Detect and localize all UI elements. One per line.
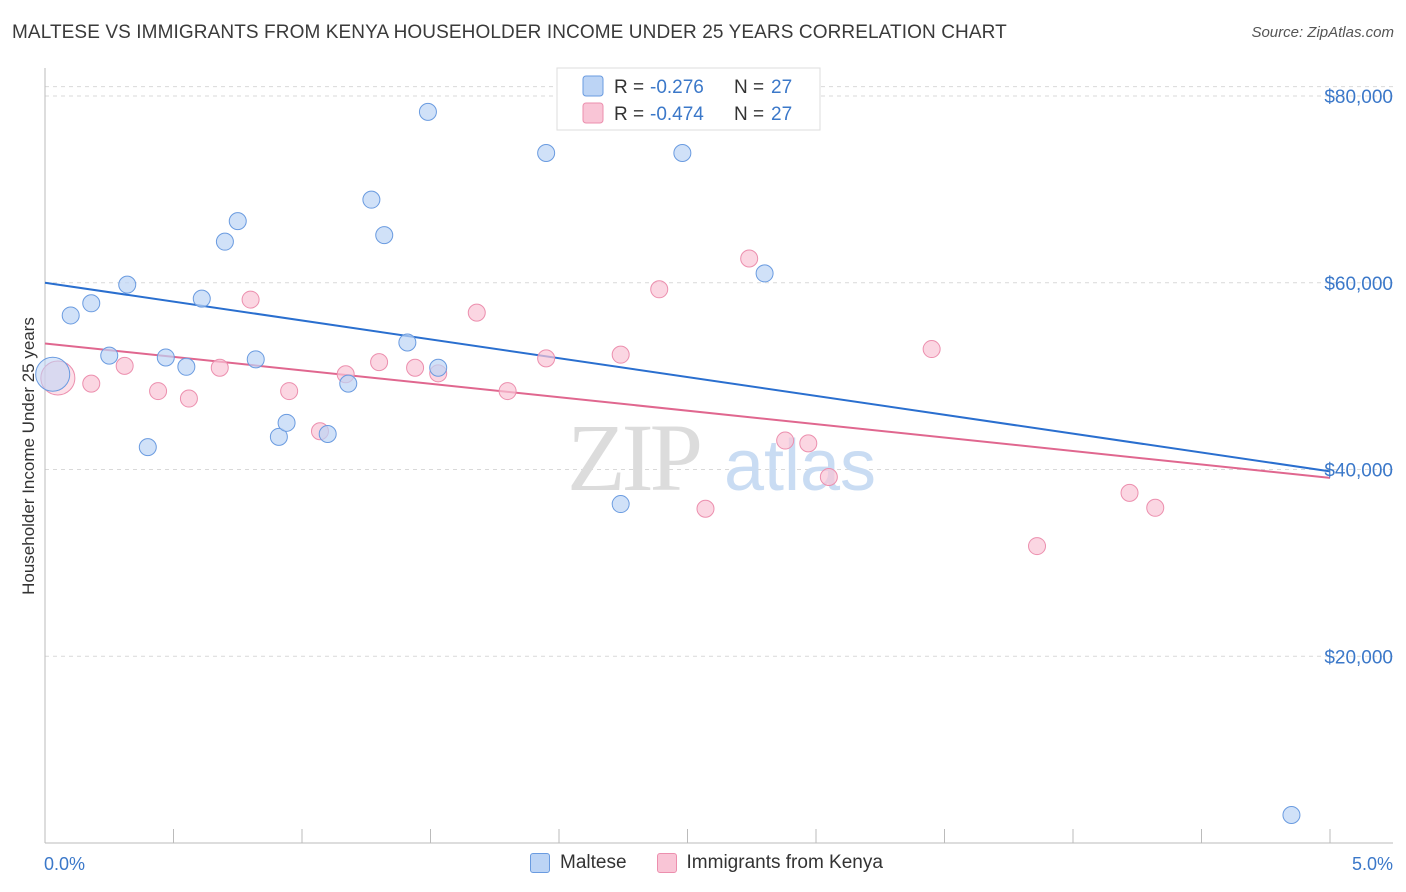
point-maltese — [277, 413, 296, 432]
point-kenya — [1028, 537, 1047, 556]
point-kenya — [537, 349, 556, 368]
point-maltese — [246, 350, 265, 369]
legend-r-label-2: R = — [614, 104, 644, 125]
point-maltese — [673, 143, 692, 162]
watermark: ZIP atlas — [567, 404, 876, 511]
point-kenya — [406, 358, 425, 377]
point-kenya — [210, 358, 229, 377]
x-tick-label-max: 5.0% — [1352, 854, 1393, 874]
point-maltese — [339, 374, 358, 393]
point-kenya — [799, 434, 818, 453]
legend-n-label-2: N = — [734, 104, 764, 125]
source-credit: Source: ZipAtlas.com — [1251, 24, 1394, 41]
point-kenya — [467, 303, 486, 322]
legend-label-maltese: Maltese — [560, 852, 627, 873]
legend-swatch-maltese-bottom — [530, 853, 550, 873]
watermark-atlas: atlas — [724, 426, 876, 506]
series-legend: Maltese Immigrants from Kenya — [530, 852, 883, 874]
point-kenya — [776, 431, 795, 450]
point-kenya — [149, 382, 168, 401]
legend-r-value-2: -0.474 — [650, 104, 704, 125]
legend-n-label-1: N = — [734, 77, 764, 98]
trend-line-maltese — [44, 281, 1331, 473]
point-kenya — [179, 389, 198, 408]
point-maltese — [100, 346, 119, 365]
point-maltese — [61, 306, 80, 325]
point-maltese — [318, 425, 337, 444]
point-maltese — [398, 333, 417, 352]
point-maltese — [611, 495, 630, 514]
point-kenya — [611, 345, 630, 364]
point-maltese — [177, 357, 196, 376]
point-kenya — [696, 499, 715, 518]
watermark-zip: ZIP — [567, 404, 700, 511]
point-kenya — [1146, 498, 1165, 517]
stats-legend: R = -0.276 N = 27 R = -0.474 N = 27 — [556, 67, 821, 131]
y-axis-label: Householder Income Under 25 years — [19, 317, 38, 595]
point-maltese — [192, 289, 211, 308]
y-tick-label: $60,000 — [1324, 274, 1393, 295]
point-maltese — [138, 438, 157, 457]
point-maltese — [1282, 805, 1301, 824]
point-maltese — [215, 232, 234, 251]
point-kenya — [280, 382, 299, 401]
data-points — [35, 100, 1301, 824]
point-maltese — [755, 264, 774, 283]
legend-item-maltese[interactable]: Maltese — [530, 852, 627, 874]
legend-swatch-kenya-bottom — [656, 853, 677, 873]
legend-r-value-1: -0.276 — [650, 77, 704, 98]
legend-n-value-2: 27 — [771, 104, 792, 125]
point-maltese — [418, 102, 437, 121]
point-kenya — [740, 249, 759, 268]
point-maltese — [118, 275, 137, 294]
point-kenya — [82, 374, 101, 393]
point-kenya — [241, 290, 260, 309]
axes — [44, 68, 1393, 844]
legend-r-label-1: R = — [614, 77, 644, 98]
point-kenya — [115, 356, 134, 375]
point-kenya — [498, 382, 517, 401]
legend-n-value-1: 27 — [771, 77, 792, 98]
x-tick-label-min: 0.0% — [44, 854, 85, 874]
point-maltese — [156, 348, 175, 367]
point-kenya — [922, 340, 941, 359]
point-kenya — [1120, 483, 1139, 502]
point-kenya — [650, 280, 669, 299]
point-maltese — [362, 190, 381, 209]
y-tick-label: $40,000 — [1324, 461, 1393, 482]
point-kenya — [819, 467, 838, 486]
point-maltese — [375, 226, 394, 245]
point-maltese — [228, 212, 247, 231]
legend-swatch-kenya — [582, 102, 604, 124]
legend-swatch-maltese — [582, 75, 604, 97]
point-maltese — [429, 358, 448, 377]
point-kenya — [370, 353, 389, 372]
y-tick-labels: $20,000 $40,000 $60,000 $80,000 — [1324, 87, 1393, 668]
gridlines — [45, 86, 1393, 657]
y-tick-label: $20,000 — [1324, 647, 1393, 668]
point-maltese — [537, 143, 556, 162]
point-maltese — [35, 356, 71, 392]
legend-label-kenya: Immigrants from Kenya — [686, 852, 883, 873]
point-maltese — [269, 427, 288, 446]
legend-item-kenya[interactable]: Immigrants from Kenya — [656, 852, 883, 874]
x-tick-labels: 0.0% 5.0% — [44, 854, 1393, 874]
y-tick-label: $80,000 — [1324, 87, 1393, 108]
chart-title: MALTESE VS IMMIGRANTS FROM KENYA HOUSEHO… — [12, 22, 1007, 43]
point-maltese — [82, 294, 101, 313]
